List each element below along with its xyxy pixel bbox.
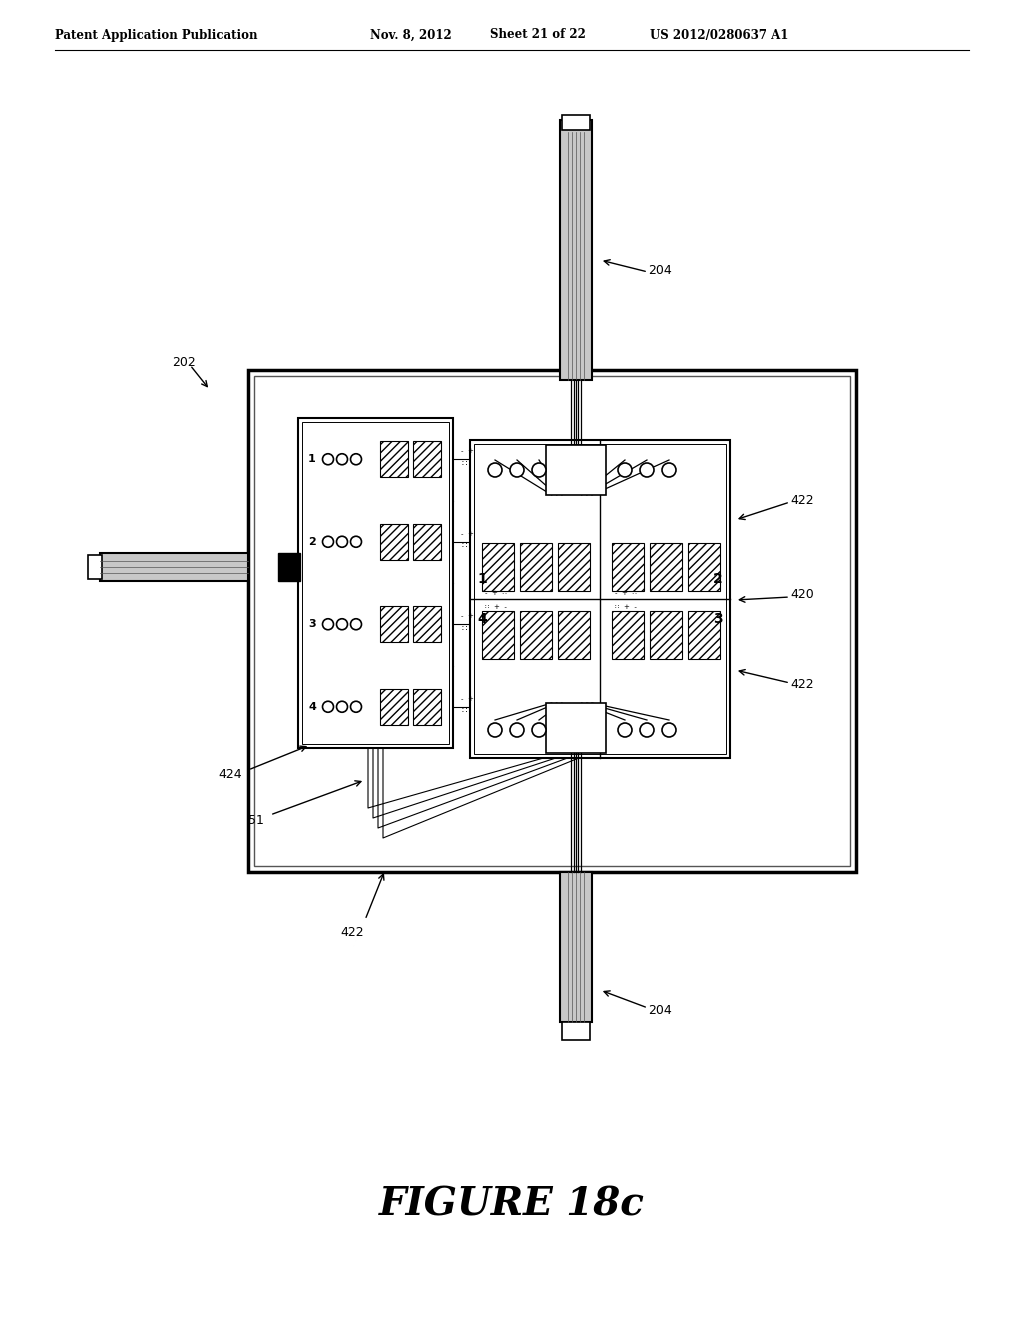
Bar [546, 445, 606, 495]
Text: 422: 422 [340, 925, 364, 939]
Bar [380, 524, 408, 560]
Bar [612, 611, 644, 659]
Circle shape [488, 723, 502, 737]
Bar [380, 441, 408, 478]
Bar [278, 553, 300, 581]
Text: 422: 422 [790, 494, 814, 507]
Bar [650, 543, 682, 591]
Text: -  +: - + [461, 696, 474, 702]
Text: 204: 204 [648, 264, 672, 276]
Circle shape [488, 463, 502, 477]
Text: 2: 2 [713, 572, 723, 586]
Bar [520, 611, 552, 659]
Bar [562, 1022, 590, 1040]
Text: 202: 202 [172, 355, 196, 368]
Text: FIGURE 18c: FIGURE 18c [379, 1185, 645, 1224]
Circle shape [350, 536, 361, 548]
Circle shape [640, 723, 654, 737]
Text: ∷: ∷ [461, 706, 466, 715]
Bar [302, 422, 449, 744]
Text: ∷  +  -: ∷ + - [615, 605, 637, 610]
Circle shape [618, 723, 632, 737]
Text: -  +  ∷: - + ∷ [615, 590, 637, 597]
Bar [470, 440, 730, 758]
Circle shape [640, 463, 654, 477]
Text: -  +  ∷: - + ∷ [485, 590, 507, 597]
Bar [612, 543, 644, 591]
Bar [380, 606, 408, 643]
Bar [413, 689, 441, 725]
Text: Sheet 21 of 22: Sheet 21 of 22 [490, 29, 586, 41]
Bar [560, 873, 592, 1022]
Bar [520, 543, 552, 591]
Circle shape [662, 723, 676, 737]
Bar [688, 611, 720, 659]
Bar [298, 418, 453, 748]
Text: Patent Application Publication: Patent Application Publication [55, 29, 257, 41]
Text: -  +: - + [461, 614, 474, 619]
Bar [254, 376, 850, 866]
Text: 204: 204 [648, 1003, 672, 1016]
Bar [413, 524, 441, 560]
Circle shape [323, 454, 334, 465]
Text: 51: 51 [248, 813, 264, 826]
Text: ∷: ∷ [461, 541, 466, 550]
Text: 1: 1 [308, 454, 315, 465]
Text: 3: 3 [308, 619, 315, 630]
Text: ∷  +  -: ∷ + - [485, 605, 507, 610]
Bar [413, 606, 441, 643]
Circle shape [337, 454, 347, 465]
Text: 424: 424 [218, 768, 242, 781]
Bar [380, 689, 408, 725]
Text: US 2012/0280637 A1: US 2012/0280637 A1 [650, 29, 788, 41]
Text: ∷: ∷ [461, 459, 466, 467]
Circle shape [510, 463, 524, 477]
Text: 420: 420 [790, 589, 814, 602]
Circle shape [510, 723, 524, 737]
Bar [248, 370, 856, 873]
Text: Nov. 8, 2012: Nov. 8, 2012 [370, 29, 452, 41]
Circle shape [350, 454, 361, 465]
Circle shape [337, 536, 347, 548]
Circle shape [618, 463, 632, 477]
Circle shape [323, 619, 334, 630]
Bar [650, 611, 682, 659]
Text: -  +: - + [461, 449, 474, 454]
Text: -  +: - + [461, 531, 474, 537]
Bar [413, 441, 441, 478]
Text: 3: 3 [713, 612, 723, 626]
Circle shape [350, 701, 361, 713]
Circle shape [323, 536, 334, 548]
Bar [546, 704, 606, 752]
Circle shape [532, 463, 546, 477]
Circle shape [337, 619, 347, 630]
Text: 2: 2 [308, 537, 315, 546]
Bar [558, 611, 590, 659]
Circle shape [337, 701, 347, 713]
Bar [560, 120, 592, 380]
Text: 422: 422 [790, 678, 814, 692]
Text: 4: 4 [308, 702, 316, 711]
Bar [482, 611, 514, 659]
Bar [558, 543, 590, 591]
Circle shape [350, 619, 361, 630]
Circle shape [323, 701, 334, 713]
Text: ∷: ∷ [461, 624, 466, 632]
Bar [482, 543, 514, 591]
Bar [100, 553, 248, 581]
Bar [688, 543, 720, 591]
Text: 1: 1 [477, 572, 486, 586]
Bar [474, 444, 726, 754]
Bar [562, 115, 590, 129]
Circle shape [662, 463, 676, 477]
Circle shape [532, 723, 546, 737]
Bar [88, 554, 102, 578]
Text: 4: 4 [477, 612, 486, 626]
